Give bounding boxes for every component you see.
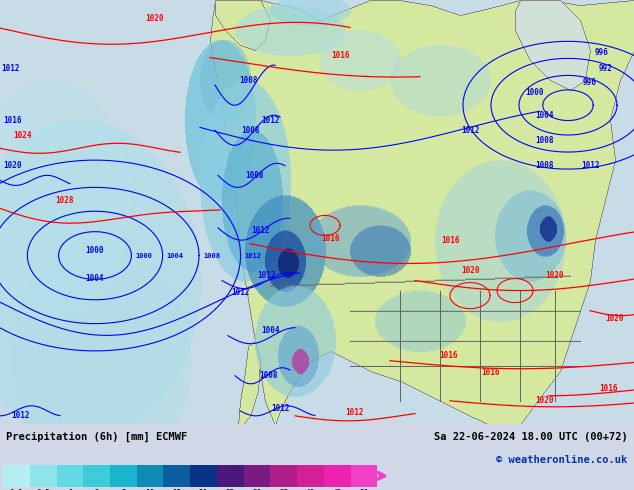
- Text: 2: 2: [94, 489, 99, 490]
- Text: 992: 992: [599, 64, 613, 73]
- Text: Precipitation (6h) [mm] ECMWF: Precipitation (6h) [mm] ECMWF: [6, 432, 188, 442]
- Text: 10: 10: [145, 489, 155, 490]
- Text: 1012: 1012: [245, 252, 262, 259]
- Bar: [3, 465, 30, 487]
- Text: 1012: 1012: [261, 116, 279, 125]
- Text: 1012: 1012: [11, 411, 29, 420]
- Text: 35: 35: [279, 489, 288, 490]
- Text: 1004: 1004: [261, 326, 279, 335]
- Bar: [30, 465, 56, 487]
- Bar: [297, 465, 324, 487]
- Text: 45: 45: [332, 489, 342, 490]
- Bar: [110, 465, 137, 487]
- Text: 0.1: 0.1: [10, 489, 23, 490]
- Bar: [137, 465, 164, 487]
- Text: 1012: 1012: [258, 271, 276, 280]
- Text: 1012: 1012: [271, 404, 289, 414]
- Text: 996: 996: [583, 77, 597, 87]
- Text: 1000: 1000: [86, 246, 104, 255]
- Text: 1000: 1000: [136, 252, 152, 259]
- Text: 1016: 1016: [331, 50, 349, 60]
- Text: 1028: 1028: [56, 196, 74, 205]
- Text: 1016: 1016: [321, 234, 339, 243]
- Text: © weatheronline.co.uk: © weatheronline.co.uk: [496, 455, 628, 465]
- Bar: [217, 465, 243, 487]
- Text: 1004: 1004: [167, 252, 184, 259]
- Text: 1020: 1020: [546, 271, 564, 280]
- Text: 1000: 1000: [526, 88, 544, 97]
- Text: 1012: 1012: [346, 408, 365, 417]
- Bar: [243, 465, 270, 487]
- Text: 25: 25: [226, 489, 235, 490]
- Text: 1020: 1020: [461, 266, 479, 275]
- Text: 5: 5: [121, 489, 126, 490]
- Bar: [324, 465, 351, 487]
- Text: 1008: 1008: [259, 371, 277, 380]
- Text: 1020: 1020: [536, 396, 554, 405]
- Text: 1: 1: [68, 489, 72, 490]
- Bar: [351, 465, 377, 487]
- Text: 50: 50: [359, 489, 368, 490]
- Text: 1004: 1004: [86, 274, 104, 283]
- Text: 1024: 1024: [13, 131, 31, 140]
- Text: Sa 22-06-2024 18.00 UTC (00+72): Sa 22-06-2024 18.00 UTC (00+72): [434, 432, 628, 442]
- Text: 1016: 1016: [598, 384, 618, 393]
- Text: 1012: 1012: [1, 64, 19, 73]
- Text: 1020: 1020: [146, 14, 164, 23]
- Text: 1020: 1020: [605, 314, 624, 323]
- Bar: [190, 465, 217, 487]
- Text: 1008: 1008: [536, 136, 554, 145]
- Bar: [56, 465, 83, 487]
- Text: 1016: 1016: [439, 351, 457, 360]
- Text: 1004: 1004: [536, 111, 554, 120]
- Text: 15: 15: [172, 489, 181, 490]
- Text: 40: 40: [306, 489, 315, 490]
- Bar: [270, 465, 297, 487]
- Text: 20: 20: [199, 489, 208, 490]
- Text: 1008: 1008: [239, 75, 257, 85]
- Text: 1008: 1008: [203, 252, 220, 259]
- Text: 1012: 1012: [231, 288, 249, 297]
- Text: 996: 996: [595, 48, 609, 57]
- Bar: [83, 465, 110, 487]
- Text: 1008: 1008: [246, 171, 264, 180]
- Text: 30: 30: [252, 489, 262, 490]
- Text: 1016: 1016: [3, 116, 22, 125]
- Text: 1012: 1012: [461, 126, 479, 135]
- Text: 0.5: 0.5: [36, 489, 50, 490]
- Bar: [164, 465, 190, 487]
- Text: 1020: 1020: [3, 161, 22, 170]
- Text: 1008: 1008: [536, 161, 554, 170]
- Text: 1012: 1012: [251, 226, 269, 235]
- Text: 1012: 1012: [581, 161, 599, 170]
- Text: 1016: 1016: [481, 368, 499, 377]
- Text: 1016: 1016: [441, 236, 459, 245]
- Text: 1008: 1008: [241, 126, 259, 135]
